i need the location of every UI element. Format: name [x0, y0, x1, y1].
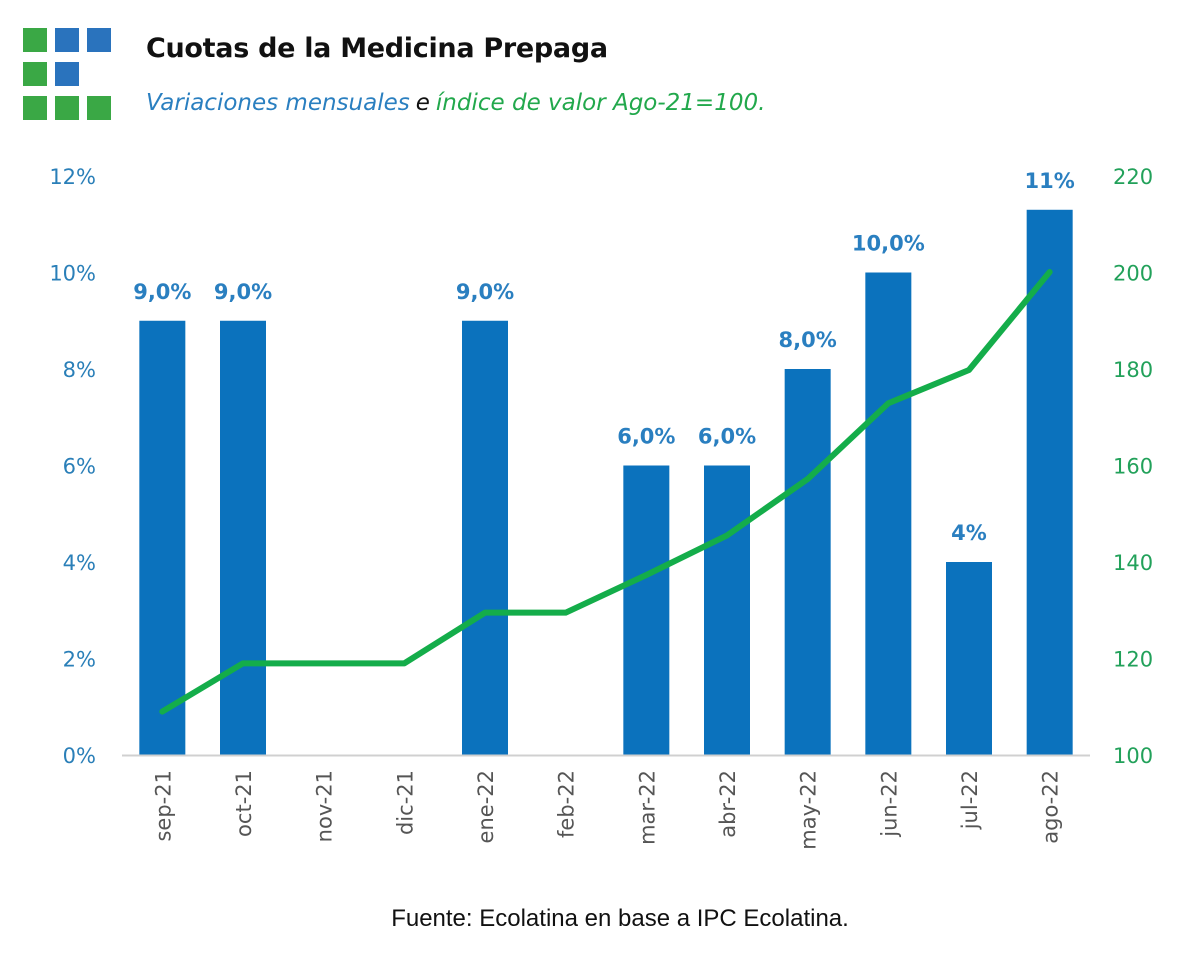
bar-data-label: 6,0%	[617, 425, 675, 449]
bar-jun-22	[865, 272, 912, 755]
left-axis-tick-label: 0%	[63, 744, 96, 768]
bar-ene-22	[462, 320, 508, 755]
left-axis-tick-label: 12%	[49, 165, 96, 189]
subtitle-monthly-variations: Variaciones mensuales	[146, 90, 410, 116]
right-axis-tick-label: 120	[1113, 648, 1153, 672]
left-axis-tick-label: 10%	[49, 262, 96, 286]
left-axis-tick-label: 2%	[63, 648, 96, 672]
right-axis-tick-label: 100	[1113, 744, 1153, 768]
logo-square-green	[87, 96, 111, 120]
bar-data-label: 9,0%	[214, 280, 272, 304]
bar-data-label: 9,0%	[456, 280, 514, 304]
x-axis-tick-label: nov-21	[313, 770, 337, 842]
right-axis-tick-label: 180	[1113, 358, 1153, 382]
x-axis-tick-label: ene-22	[474, 770, 498, 843]
bar-data-label: 10,0%	[852, 232, 925, 256]
logo-square-green	[23, 28, 47, 52]
x-axis-tick-label: mar-22	[635, 770, 659, 845]
x-axis-tick-label: abr-22	[716, 770, 740, 838]
right-axis-tick-label: 140	[1113, 551, 1153, 575]
bar-may-22	[784, 369, 831, 755]
left-axis: 0% 2% 4% 6% 8% 10% 12%	[49, 165, 96, 768]
bar-sep-21	[139, 320, 186, 755]
logo-square-green	[23, 62, 47, 86]
left-axis-tick-label: 6%	[63, 455, 96, 479]
logo-square-green	[55, 96, 79, 120]
bar-mar-22	[623, 465, 670, 755]
bar-data-label: 8,0%	[779, 328, 837, 352]
logo-square-blue	[55, 62, 79, 86]
right-axis-tick-label: 220	[1113, 165, 1153, 189]
bar-data-label: 9,0%	[133, 280, 191, 304]
chart-subtitle: Variaciones mensuales e índice de valor Ag…	[146, 90, 765, 116]
right-axis-tick-label: 200	[1113, 262, 1153, 286]
bar-data-labels: 9,0% 9,0% 9,0% 6,0% 6,0% 8,0% 10,0% 4% 11%	[133, 169, 1075, 545]
x-axis-tick-label: oct-21	[232, 770, 256, 837]
bar-data-label: 4%	[951, 521, 987, 545]
subtitle-conjunction: e	[415, 90, 430, 116]
x-axis-tick-label: jun-22	[877, 770, 901, 838]
left-axis-tick-label: 8%	[63, 358, 96, 382]
bar-oct-21	[220, 320, 266, 755]
x-axis-tick-label: ago-22	[1039, 770, 1063, 844]
ecolatina-logo	[23, 28, 113, 128]
source-note: Fuente: Ecolatina en base a IPC Ecolatin…	[391, 905, 849, 932]
x-axis-tick-label: feb-22	[555, 770, 579, 838]
logo-square-blue	[55, 28, 79, 52]
bar-series	[139, 209, 1073, 755]
bar-data-label: 6,0%	[698, 425, 756, 449]
x-axis-tick-label: sep-21	[151, 770, 175, 842]
logo-square-green	[23, 96, 47, 120]
value-index-line	[159, 269, 1053, 715]
right-axis-tick-label: 160	[1113, 455, 1153, 479]
bar-jul-22	[946, 562, 992, 755]
bar-ago-22	[1026, 209, 1073, 755]
x-axis-tick-label: jul-22	[958, 770, 982, 830]
logo-square-blue	[87, 28, 111, 52]
chart-title: Cuotas de la Medicina Prepaga	[146, 33, 608, 64]
left-axis-tick-label: 4%	[63, 551, 96, 575]
bar-data-label: 11%	[1025, 169, 1075, 193]
x-axis-tick-label: dic-21	[393, 770, 417, 835]
subtitle-value-index: índice de valor Ago-21=100.	[435, 90, 766, 116]
x-axis: sep-21 oct-21 nov-21 dic-21 ene-22 feb-22 mar-…	[151, 770, 1062, 850]
x-axis-tick-label: may-22	[797, 770, 821, 850]
bar-abr-22	[704, 465, 750, 755]
right-axis: 100 120 140 160 180 200 220	[1113, 165, 1153, 768]
line-series	[159, 269, 1053, 715]
